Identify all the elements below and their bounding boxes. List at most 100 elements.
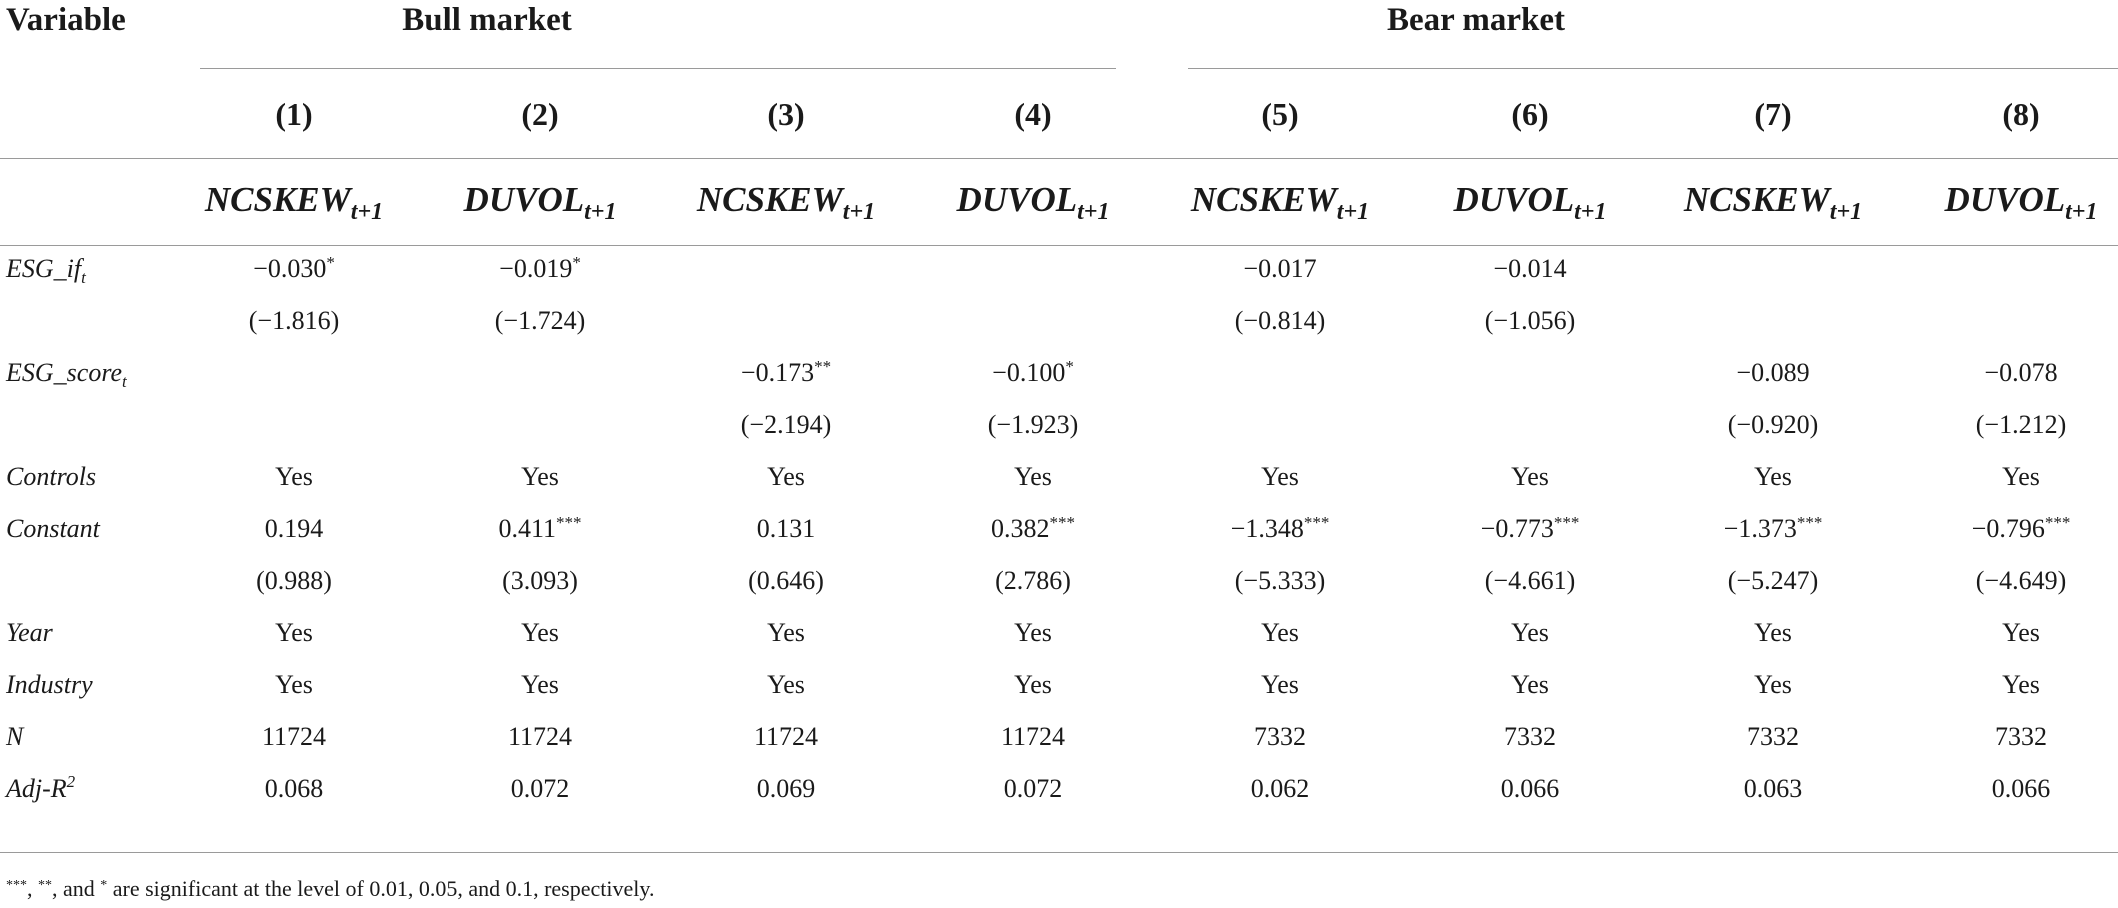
- cell-value: Yes: [1754, 462, 1792, 491]
- cell-value: −0.796: [1971, 514, 2045, 543]
- row-label: Constant: [6, 514, 100, 544]
- significance-stars: ***: [1303, 513, 1330, 532]
- column-variable-subscript: t+1: [584, 199, 617, 225]
- cell-value: (−5.247): [1727, 566, 1819, 595]
- cell-value: Yes: [1014, 462, 1052, 491]
- table-cell: (−1.056): [1485, 306, 1575, 336]
- table-cell: −0.173**: [740, 357, 831, 388]
- table-cell: Yes: [521, 618, 559, 648]
- row-label-subscript: t: [122, 372, 127, 391]
- cell-value: −1.348: [1230, 514, 1304, 543]
- cell-value: (−0.814): [1234, 306, 1326, 335]
- table-cell: −0.014: [1493, 254, 1566, 284]
- row-label-text: N: [6, 722, 24, 751]
- cell-value: (−1.923): [987, 410, 1079, 439]
- table-cell: Yes: [1511, 618, 1549, 648]
- cell-value: (−1.056): [1484, 306, 1576, 335]
- cell-value: Yes: [767, 462, 805, 491]
- cell-value: (−5.333): [1234, 566, 1326, 595]
- cell-value: 7332: [1504, 722, 1556, 751]
- table-cell: 0.066: [1501, 774, 1560, 804]
- cell-value: −0.014: [1493, 254, 1567, 283]
- significance-stars: ***: [556, 513, 582, 532]
- row-label: Year: [6, 618, 53, 648]
- table-cell: 7332: [1747, 722, 1799, 752]
- table-cell: Yes: [1261, 462, 1299, 492]
- table-cell: 0.411***: [498, 513, 582, 544]
- row-label-text: ESG_if: [6, 254, 82, 283]
- cell-value: 11724: [507, 722, 573, 751]
- row-label-text: Constant: [6, 514, 100, 543]
- cell-value: 0.072: [1003, 774, 1063, 803]
- cell-value: Yes: [2002, 618, 2040, 647]
- column-variable-name: DUVOL: [1453, 180, 1575, 219]
- table-cell: −0.019*: [499, 253, 581, 284]
- cell-value: 0.072: [510, 774, 570, 803]
- cell-value: Yes: [1014, 618, 1052, 647]
- table-cell: Yes: [2002, 618, 2040, 648]
- cell-value: Yes: [1014, 670, 1052, 699]
- table-cell: Yes: [1754, 618, 1792, 648]
- column-variable-subscript: t+1: [350, 199, 384, 225]
- row-label-text: Industry: [6, 670, 93, 699]
- cell-value: −0.089: [1736, 358, 1810, 387]
- cell-value: Yes: [1261, 670, 1299, 699]
- table-cell: 0.068: [265, 774, 324, 804]
- table-cell: 0.382***: [991, 513, 1075, 544]
- cell-value: Yes: [275, 670, 313, 699]
- table-cell: Yes: [1511, 670, 1549, 700]
- column-variable-subscript: t+1: [1077, 199, 1110, 225]
- cell-value: Yes: [1511, 670, 1549, 699]
- column-variable-name: NCSKEW: [1190, 180, 1337, 219]
- column-number-1: (1): [275, 96, 313, 132]
- table-cell: Yes: [1014, 670, 1052, 700]
- column-variable-name: NCSKEW: [696, 180, 843, 219]
- significance-stars: *: [572, 253, 581, 272]
- significance-stars: *: [1065, 357, 1074, 376]
- column-number-6: (6): [1511, 96, 1549, 132]
- table-cell: (−5.333): [1235, 566, 1325, 596]
- column-variable-name: NCSKEW: [204, 180, 351, 219]
- table-cell: 0.066: [1992, 774, 2051, 804]
- footnote-symbol-1: ***: [6, 878, 27, 893]
- row-label-text: ESG_score: [6, 358, 123, 387]
- column-variable-subscript: t+1: [1829, 199, 1863, 225]
- cell-value: 0.068: [264, 774, 324, 803]
- table-cell: −0.089: [1736, 358, 1809, 388]
- column-variable-2: DUVOLt+1: [464, 180, 617, 225]
- table-cell: Yes: [1511, 462, 1549, 492]
- row-label: Adj-R2: [6, 772, 75, 804]
- significance-stars: ***: [1553, 513, 1580, 532]
- column-number-7: (7): [1754, 96, 1792, 132]
- table-cell: −1.348***: [1230, 513, 1330, 544]
- table-cell: (−0.920): [1728, 410, 1818, 440]
- column-variable-name: NCSKEW: [1683, 180, 1830, 219]
- cell-value: (−4.649): [1975, 566, 2067, 595]
- cell-value: −0.030: [253, 254, 327, 283]
- column-variable-subscript: t+1: [1336, 199, 1370, 225]
- column-variable-name: DUVOL: [956, 180, 1078, 219]
- cell-value: 0.063: [1743, 774, 1803, 803]
- row-label-text: Adj-R: [6, 774, 67, 803]
- row-label: ESG_ift: [6, 254, 86, 287]
- cell-value: 0.069: [756, 774, 816, 803]
- cell-value: 7332: [1747, 722, 1799, 751]
- row-label: Industry: [6, 670, 93, 700]
- table-cell: (2.786): [995, 566, 1071, 596]
- cell-value: 0.062: [1250, 774, 1310, 803]
- row-label: Controls: [6, 462, 96, 492]
- table-cell: (−0.814): [1235, 306, 1325, 336]
- table-cell: Yes: [1261, 618, 1299, 648]
- table-cell: Yes: [767, 462, 805, 492]
- cell-value: (−2.194): [740, 410, 832, 439]
- cell-value: 7332: [1254, 722, 1306, 751]
- cell-value: −0.173: [740, 358, 815, 387]
- table-cell: Yes: [767, 670, 805, 700]
- cell-value: 0.066: [1500, 774, 1560, 803]
- table-cell: (−5.247): [1728, 566, 1818, 596]
- footnote-sep-1: ,: [27, 876, 38, 901]
- table-cell: 11724: [262, 722, 326, 752]
- footnote-text: are significant at the level of 0.01, 0.…: [107, 876, 655, 901]
- table-cell: 11724: [754, 722, 818, 752]
- column-variable-subscript: t+1: [842, 199, 876, 225]
